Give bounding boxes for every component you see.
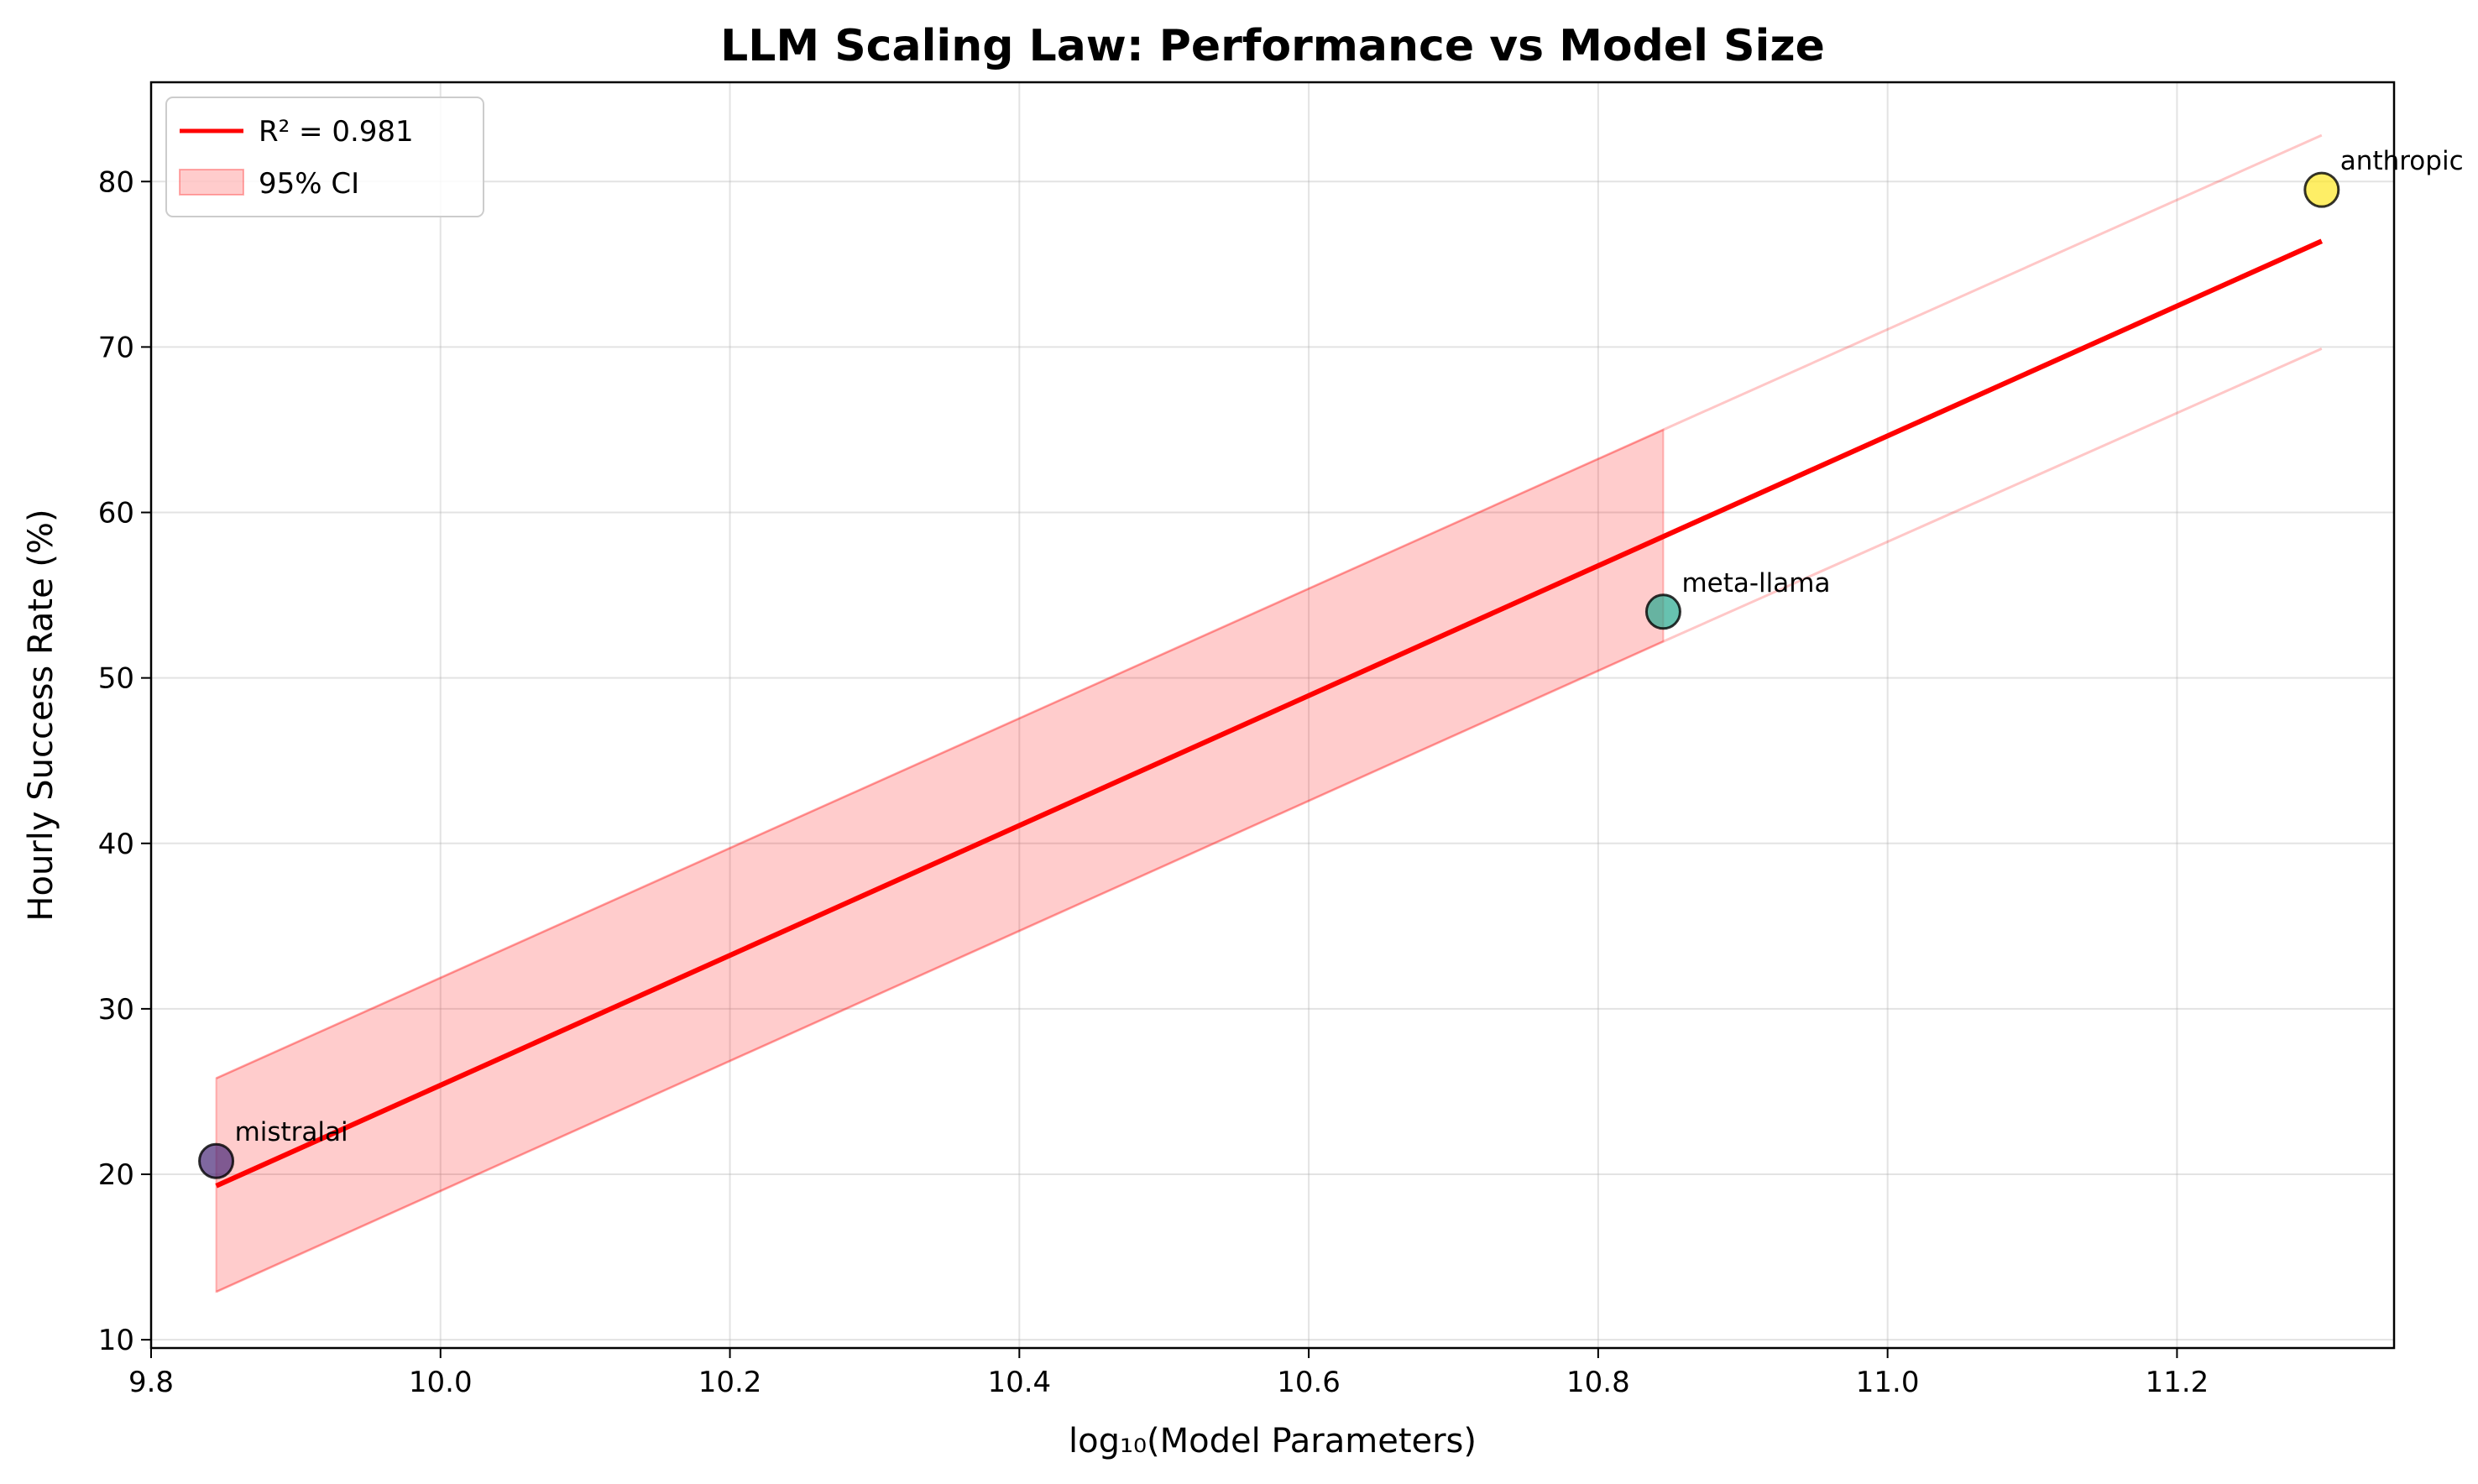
y-tick-label: 80 — [98, 165, 134, 199]
y-tick-label: 20 — [98, 1158, 134, 1192]
data-point — [2303, 171, 2340, 208]
grid — [150, 82, 2394, 1348]
data-point — [1644, 593, 1681, 630]
y-axis-label: Hourly Success Rate (%) — [22, 509, 60, 921]
y-tick-label: 10 — [98, 1324, 134, 1357]
point-label: meta-llama — [1681, 568, 1830, 598]
y-axis-ticks: 10 20 30 40 50 60 70 80 — [98, 165, 151, 1357]
plot-frame — [149, 81, 2396, 1350]
ci-lower-line — [215, 347, 2323, 1293]
x-tick-label: 10.4 — [987, 1366, 1051, 1399]
point-label: mistralai — [235, 1117, 348, 1147]
x-tick-label: 10.6 — [1277, 1366, 1341, 1399]
x-axis-ticks: 9.8 10.0 10.2 10.4 10.6 10.8 11.0 11.2 — [128, 1348, 2209, 1399]
x-tick-label: 11.2 — [2146, 1366, 2209, 1399]
fit-line — [215, 238, 2324, 1189]
y-tick-label: 70 — [98, 331, 134, 364]
legend: R² = 0.981 95% CI — [165, 97, 484, 217]
data-points: mistralai meta-llama anthropic — [198, 146, 2464, 1179]
x-tick-label: 9.8 — [128, 1366, 174, 1399]
ci-upper-line — [215, 133, 2323, 1080]
y-tick-label: 40 — [98, 828, 134, 861]
legend-fit-label: R² = 0.981 — [259, 115, 414, 149]
x-tick-label: 10.2 — [698, 1366, 762, 1399]
x-tick-label: 11.0 — [1856, 1366, 1920, 1399]
chart-title: LLM Scaling Law: Performance vs Model Si… — [720, 21, 1825, 71]
x-tick-label: 10.8 — [1566, 1366, 1630, 1399]
y-tick-label: 50 — [98, 662, 134, 696]
y-tick-label: 30 — [98, 993, 134, 1027]
legend-ci-swatch — [179, 169, 244, 196]
legend-box — [165, 97, 484, 217]
legend-ci-label: 95% CI — [259, 167, 359, 201]
point-label: anthropic — [2340, 146, 2464, 176]
fit-line-group — [215, 238, 2324, 1189]
x-tick-label: 10.0 — [409, 1366, 473, 1399]
x-axis-label: log₁₀(Model Parameters) — [1069, 1422, 1477, 1460]
data-point — [198, 1142, 235, 1179]
y-tick-label: 60 — [98, 497, 134, 530]
